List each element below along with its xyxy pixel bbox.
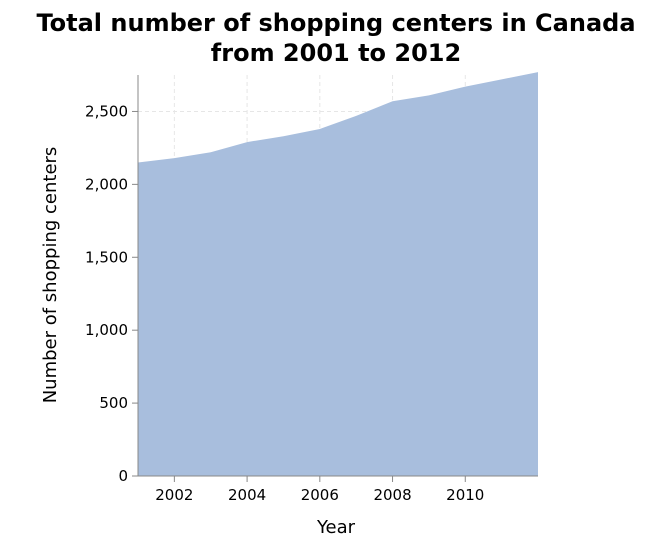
chart-title-line-1: Total number of shopping centers in Cana… <box>36 9 635 37</box>
y-axis-title: Number of shopping centers <box>40 147 61 404</box>
x-axis-ticks: 2002 2004 2006 2008 2010 <box>155 476 484 504</box>
x-tick-label: 2002 <box>155 486 193 504</box>
x-tick-label: 2004 <box>228 486 266 504</box>
y-tick-label: 1,000 <box>85 321 128 339</box>
chart-title-line-2: from 2001 to 2012 <box>211 39 461 67</box>
area-series <box>138 72 538 477</box>
axes <box>137 75 538 477</box>
y-tick-label: 2,000 <box>85 175 128 193</box>
y-tick-label: 1,500 <box>85 248 128 266</box>
y-tick-label: 500 <box>99 394 128 412</box>
x-tick-label: 2008 <box>373 486 411 504</box>
x-tick-label: 2006 <box>301 486 339 504</box>
y-axis-ticks: 0 500 1,000 1,500 2,000 2,500 <box>85 102 138 485</box>
x-axis-title: Year <box>316 517 356 538</box>
x-tick-label: 2010 <box>446 486 484 504</box>
y-tick-label: 0 <box>118 467 128 485</box>
y-tick-label: 2,500 <box>85 102 128 120</box>
